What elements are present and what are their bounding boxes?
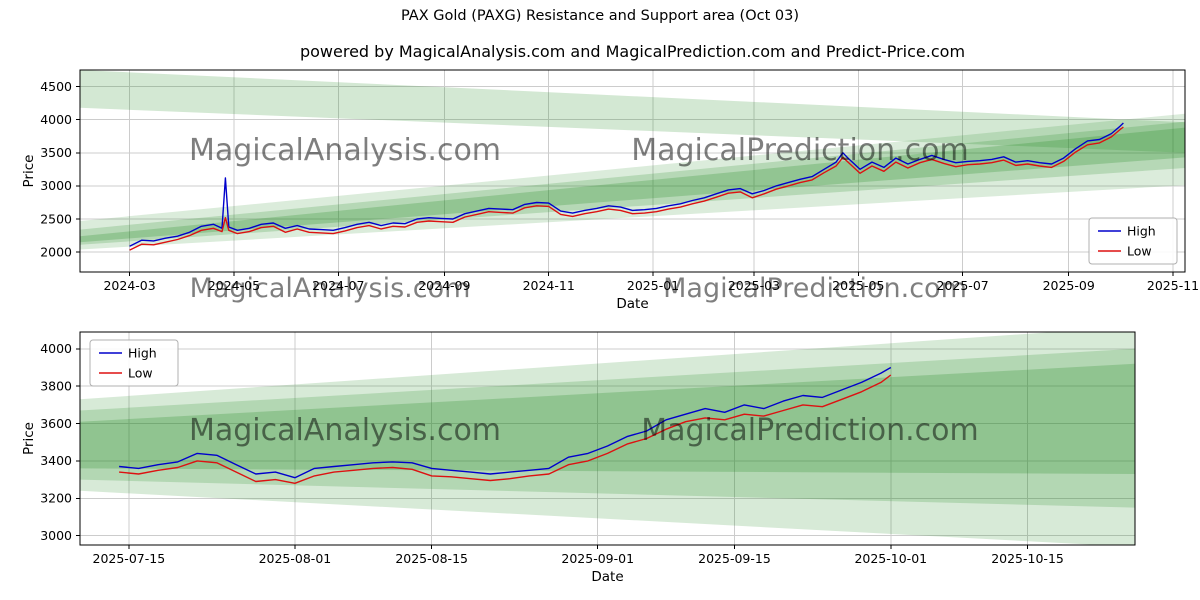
- y-tick-label: 3500: [40, 145, 72, 160]
- x-tick-label: 2024-09: [418, 278, 470, 293]
- x-tick-label: 2025-09-15: [698, 551, 771, 566]
- axes-spines: [79, 69, 1186, 273]
- support-resistance-band: [80, 121, 1185, 245]
- axes-spines: [79, 331, 1136, 546]
- y-tick-label: 3000: [40, 178, 72, 193]
- legend-low-label: Low: [128, 365, 153, 380]
- x-tick-label: 2024-03: [103, 278, 155, 293]
- y-tick-label: 4000: [40, 112, 72, 127]
- y-tick-label: 2500: [40, 211, 72, 226]
- x-axis-label: Date: [616, 296, 648, 312]
- x-tick-label: 2025-11: [1147, 278, 1199, 293]
- axes-subtitle: powered by MagicalAnalysis.com and Magic…: [299, 42, 966, 61]
- recent-chart-bands: [80, 332, 1135, 545]
- overview-chart-ticks: 2000 2500 3000 3500 4000 4500 2024-03 2024-05 20…: [40, 79, 1199, 293]
- legend-high-label: High: [128, 345, 157, 360]
- x-tick-label: 2025-10-15: [991, 551, 1064, 566]
- x-tick-label: 2025-09: [1043, 278, 1095, 293]
- support-resistance-band: [80, 70, 1185, 153]
- legend-box: [89, 339, 179, 387]
- recent-chart: 3000 3200 3400 3600 3800 4000 2025-07-15 2025-0…: [21, 331, 1136, 585]
- recent-chart-lines: [119, 366, 892, 484]
- watermark-text: MagicalPrediction.com: [641, 413, 979, 448]
- x-tick-label: 2025-03: [728, 278, 780, 293]
- overview-chart-legend: High Low: [1088, 217, 1178, 265]
- x-tick-label: 2025-07-15: [93, 551, 166, 566]
- low-line: [129, 126, 1124, 251]
- x-tick-label: 2024-07: [312, 278, 364, 293]
- low-line: [119, 374, 892, 484]
- support-resistance-band: [80, 348, 1135, 508]
- x-tick-label: 2025-08-01: [259, 551, 332, 566]
- y-tick-label: 3800: [40, 378, 72, 393]
- x-axis-label: Date: [591, 569, 623, 585]
- overview-chart-bands: [80, 70, 1185, 250]
- x-tick-label: 2024-05: [208, 278, 260, 293]
- watermark-text: MagicalAnalysis.com: [189, 413, 501, 448]
- high-line: [119, 366, 892, 479]
- support-resistance-band: [80, 113, 1185, 250]
- overview-chart-lines: [129, 122, 1124, 251]
- x-tick-label: 2025-01: [627, 278, 679, 293]
- y-tick-label: 3200: [40, 491, 72, 506]
- legend-low-label: Low: [1127, 243, 1152, 258]
- support-resistance-band: [80, 332, 1135, 545]
- y-tick-label: 3600: [40, 416, 72, 431]
- x-tick-label: 2025-05: [832, 278, 884, 293]
- recent-chart-legend: High Low: [89, 339, 179, 387]
- support-resistance-band: [80, 363, 1135, 474]
- x-tick-label: 2025-10-01: [854, 551, 927, 566]
- overview-chart-grid: [80, 70, 1185, 272]
- high-line: [129, 122, 1124, 247]
- y-axis-label: Price: [21, 422, 37, 455]
- x-tick-label: 2025-08-15: [395, 551, 468, 566]
- recent-chart-ticks: 3000 3200 3400 3600 3800 4000 2025-07-15 2025-0…: [40, 341, 1064, 566]
- y-axis-label: Price: [21, 155, 37, 188]
- figure-title: PAX Gold (PAXG) Resistance and Support a…: [400, 8, 799, 24]
- y-tick-label: 4000: [40, 341, 72, 356]
- legend-high-label: High: [1127, 223, 1156, 238]
- y-tick-label: 2000: [40, 244, 72, 259]
- support-resistance-band: [80, 127, 1185, 243]
- legend-box: [1088, 217, 1178, 265]
- y-tick-label: 3000: [40, 528, 72, 543]
- x-tick-label: 2025-07: [937, 278, 989, 293]
- x-tick-label: 2024-11: [523, 278, 575, 293]
- watermark-text: MagicalPrediction.com: [631, 133, 969, 168]
- x-tick-label: 2025-09-01: [561, 551, 634, 566]
- watermark-text: MagicalPrediction.com: [663, 273, 967, 304]
- y-tick-label: 4500: [40, 79, 72, 94]
- watermark-text: MagicalAnalysis.com: [190, 273, 471, 304]
- watermark-text: MagicalAnalysis.com: [189, 133, 501, 168]
- overview-chart: 2000 2500 3000 3500 4000 4500 2024-03 2024-05 20…: [21, 69, 1199, 312]
- y-tick-label: 3400: [40, 453, 72, 468]
